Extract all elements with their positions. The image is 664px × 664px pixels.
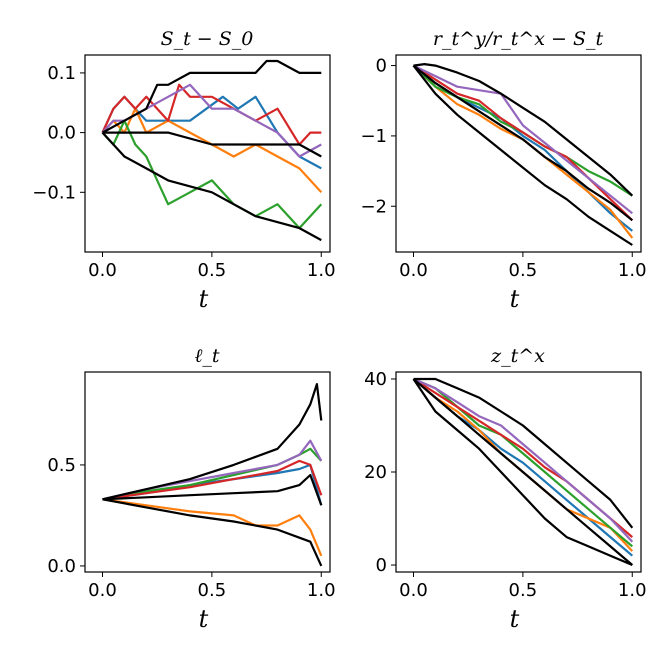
x-tick-label: 1.0 <box>307 580 336 601</box>
y-tick-label: 20 <box>364 462 387 483</box>
series-line-path-purple <box>413 377 634 543</box>
series-line-path-red <box>102 459 323 501</box>
series-line-band-lower <box>412 64 633 246</box>
series-line-band-middle <box>412 378 634 566</box>
x-tick-label: 0.5 <box>509 260 538 281</box>
y-tick-label: 40 <box>364 369 387 390</box>
series-line-band-upper <box>102 383 323 501</box>
series-line-band-upper <box>413 377 634 529</box>
x-axis-label: t <box>510 285 520 313</box>
x-tick-label: 0.0 <box>88 580 117 601</box>
x-axis-label: t <box>510 605 520 633</box>
y-tick-label: −0.1 <box>32 182 76 203</box>
panel-3-title: ℓ_t <box>194 345 219 367</box>
plot-frame <box>395 54 642 253</box>
plot-frame <box>84 54 331 253</box>
series-line-path-green <box>412 64 633 197</box>
y-tick-label: −2 <box>360 196 387 217</box>
series-line-band-middle <box>102 131 322 158</box>
x-axis-label: t <box>199 605 209 633</box>
panel-4-chart: 0.0 0.5 1.0 40 20 0 t <box>364 369 646 633</box>
x-tick-label: 1.0 <box>618 260 647 281</box>
x-tick-label: 1.0 <box>618 580 647 601</box>
x-tick-label: 0.0 <box>399 260 428 281</box>
x-tick-label: 0.5 <box>198 260 227 281</box>
series-line-path-orange <box>102 498 323 557</box>
panel-2-chart: 0.0 0.5 1.0 0 −1 −2 t <box>360 54 647 313</box>
x-tick-label: 0.5 <box>198 580 227 601</box>
plot-frame <box>84 371 331 573</box>
panel-4-title: z_t^x <box>490 345 545 367</box>
x-axis-label: t <box>199 285 209 313</box>
y-tick-label: 0 <box>376 555 387 576</box>
series-line-band-upper <box>413 62 634 197</box>
y-tick-label: 0 <box>376 56 387 77</box>
series-line-path-purple <box>413 64 633 215</box>
x-tick-label: 1.0 <box>307 260 336 281</box>
series-line-band-middle <box>412 64 633 222</box>
y-tick-label: 0.1 <box>47 63 76 84</box>
panel-1-title: S_t − S_0 <box>161 28 254 50</box>
y-tick-label: 0.0 <box>47 556 76 577</box>
panel-3-chart: 0.0 0.5 1.0 0.5 0.0 t <box>47 371 336 633</box>
x-tick-label: 0.0 <box>399 580 428 601</box>
series-line-band-lower <box>412 378 633 567</box>
series-line-path-red <box>101 83 322 146</box>
series-line-path-red <box>412 378 634 538</box>
series-line-band-lower <box>101 131 322 242</box>
series-line-band-middle <box>102 473 323 506</box>
x-tick-label: 0.0 <box>88 260 117 281</box>
series-line-band-upper <box>101 59 322 134</box>
panel-2-title: r_t^y/r_t^x − S_t <box>433 28 604 50</box>
y-tick-label: 0.5 <box>47 455 76 476</box>
panel-1-chart: 0.0 0.5 1.0 0.1 0.0 −0.1 t <box>32 54 336 313</box>
series-line-path-orange <box>412 378 634 552</box>
series-line-path-green <box>101 119 323 230</box>
series-line-path-green <box>413 377 634 548</box>
y-tick-label: 0.0 <box>47 123 76 144</box>
series-line-path-red <box>412 64 634 222</box>
y-tick-label: −1 <box>360 126 387 147</box>
x-tick-label: 0.5 <box>509 580 538 601</box>
series-line-band-lower <box>102 498 323 567</box>
